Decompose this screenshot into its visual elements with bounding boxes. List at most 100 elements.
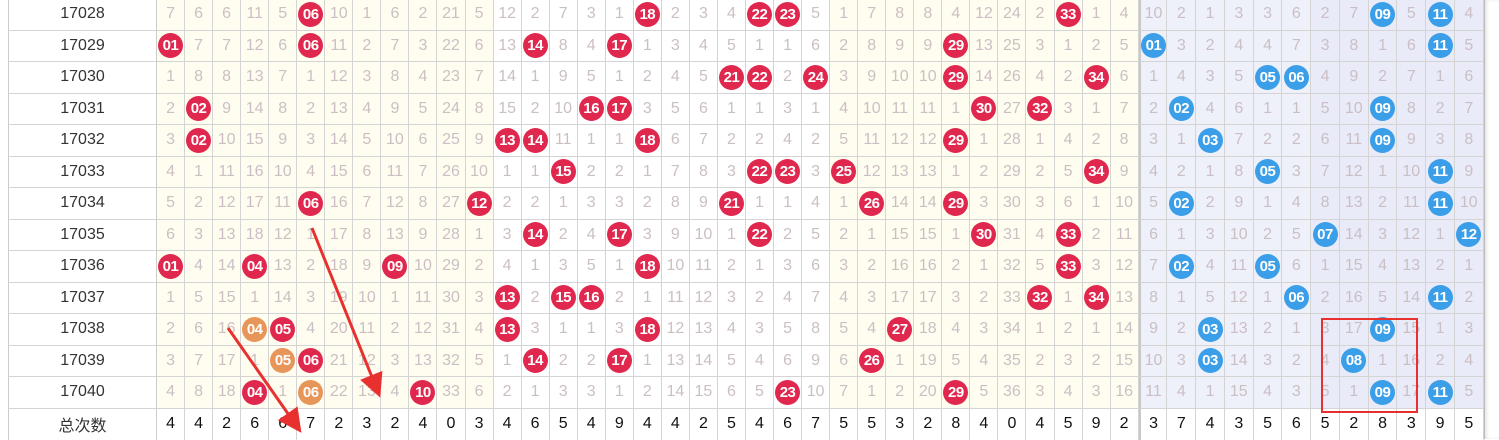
red-total-count: 3: [353, 409, 381, 440]
red-omission-value: 11: [325, 31, 353, 63]
red-total-count: 5: [1055, 409, 1083, 440]
red-omission-value: 19: [914, 346, 942, 378]
blue-ball: 09: [1370, 2, 1395, 27]
blue-omission-value: 4: [1311, 62, 1340, 94]
blue-omission-value: 8: [1340, 31, 1369, 63]
red-omission-value: 12: [269, 220, 297, 252]
issue-number: 17033: [8, 157, 157, 189]
red-omission-value: 5: [774, 314, 802, 346]
red-ball: 04: [242, 254, 267, 279]
red-omission-value: 18: [325, 251, 353, 283]
red-zone-cell: 06: [297, 377, 325, 409]
red-omission-value: 2: [634, 62, 662, 94]
red-omission-value: 4: [157, 377, 185, 409]
blue-omission-value: 15: [1340, 251, 1369, 283]
red-ball: 23: [775, 159, 800, 184]
red-omission-value: 13: [662, 346, 690, 378]
red-omission-value: 12: [213, 188, 241, 220]
red-omission-value: 2: [578, 346, 606, 378]
red-ball: 23: [775, 2, 800, 27]
blue-omission-value: 3: [1225, 0, 1254, 31]
red-ball: 32: [1027, 96, 1052, 121]
red-omission-value: 12: [858, 157, 886, 189]
red-zone-cell: 27: [886, 314, 914, 346]
red-ball: 10: [410, 380, 435, 405]
blue-omission-value: 4: [1369, 251, 1398, 283]
red-omission-value: 3: [858, 283, 886, 315]
blue-omission-value: 17: [1397, 377, 1426, 409]
red-omission-value: 15: [241, 125, 269, 157]
blue-omission-value: 11: [1397, 188, 1426, 220]
blue-omission-value: 16: [1340, 283, 1369, 315]
red-omission-value: 4: [578, 220, 606, 252]
red-omission-value: 2: [830, 220, 858, 252]
red-omission-value: 36: [998, 377, 1026, 409]
red-total-count: 9: [1083, 409, 1111, 440]
red-omission-value: 14: [1111, 314, 1139, 346]
red-omission-value: 7: [1111, 94, 1139, 126]
scrollbar[interactable]: [1484, 0, 1499, 439]
blue-omission-value: 7: [1397, 62, 1426, 94]
blue-omission-value: 6: [1139, 220, 1168, 252]
red-omission-value: 2: [802, 125, 830, 157]
blue-omission-value: 3: [1282, 377, 1311, 409]
red-ball: 13: [495, 128, 520, 153]
blue-omission-value: 1: [1196, 0, 1225, 31]
red-total-count: 5: [718, 409, 746, 440]
red-omission-value: 2: [634, 188, 662, 220]
red-zone-cell: 06: [297, 31, 325, 63]
red-omission-value: 23: [437, 62, 465, 94]
red-omission-value: 11: [1111, 220, 1139, 252]
blue-total-count: 5: [1455, 409, 1484, 440]
red-total-count: 4: [970, 409, 998, 440]
red-ball: 18: [635, 128, 660, 153]
red-ball: 15: [551, 285, 576, 310]
blue-omission-value: 10: [1455, 188, 1484, 220]
red-omission-value: 1: [606, 125, 634, 157]
red-omission-value: 28: [437, 220, 465, 252]
red-omission-value: 10: [381, 125, 409, 157]
red-omission-value: 15: [914, 220, 942, 252]
red-ball: 01: [158, 254, 183, 279]
red-omission-value: 4: [185, 251, 213, 283]
blue-zone-cell: 05: [1254, 251, 1283, 283]
red-omission-value: 33: [998, 283, 1026, 315]
blue-zone-cell: 12: [1455, 220, 1484, 252]
red-omission-value: 1: [606, 0, 634, 31]
red-ball: 21: [719, 65, 744, 90]
red-omission-value: 9: [1111, 157, 1139, 189]
blue-omission-value: 9: [1455, 157, 1484, 189]
red-omission-value: 4: [830, 283, 858, 315]
blue-zone-cell: 06: [1282, 62, 1311, 94]
blue-omission-value: 3: [1254, 0, 1283, 31]
red-omission-value: 3: [550, 377, 578, 409]
blue-omission-value: 8: [1455, 125, 1484, 157]
red-zone-cell: 05: [269, 314, 297, 346]
blue-omission-value: 1: [1369, 346, 1398, 378]
red-omission-value: 10: [886, 62, 914, 94]
blue-omission-value: 3: [1369, 220, 1398, 252]
red-ball: 34: [1084, 159, 1109, 184]
red-zone-cell: 18: [634, 251, 662, 283]
blue-omission-value: 2: [1139, 94, 1168, 126]
blue-omission-value: 4: [1225, 31, 1254, 63]
red-omission-value: 4: [1055, 125, 1083, 157]
red-omission-value: 1: [269, 377, 297, 409]
red-omission-value: 16: [213, 314, 241, 346]
red-omission-value: 1: [297, 220, 325, 252]
blue-ball: 06: [1284, 65, 1309, 90]
red-omission-value: 5: [662, 94, 690, 126]
red-zone-cell: 22: [746, 157, 774, 189]
blue-zone-cell: 02: [1167, 94, 1196, 126]
red-omission-value: 10: [466, 157, 494, 189]
red-zone-cell: 29: [942, 125, 970, 157]
red-omission-value: 16: [914, 251, 942, 283]
red-zone-cell: 29: [942, 31, 970, 63]
red-omission-value: 1: [606, 251, 634, 283]
blue-omission-value: 3: [1139, 125, 1168, 157]
blue-ball: 03: [1198, 348, 1223, 373]
blue-omission-value: 5: [1282, 220, 1311, 252]
red-omission-value: 12: [662, 314, 690, 346]
red-omission-value: 1: [185, 157, 213, 189]
red-ball: 16: [579, 285, 604, 310]
